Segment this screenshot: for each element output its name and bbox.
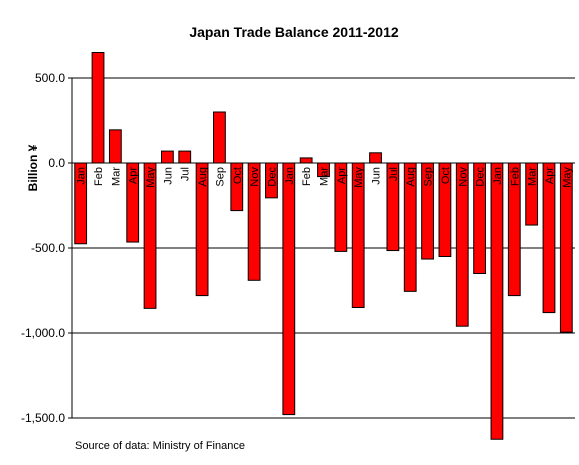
bar: [213, 111, 226, 164]
bar: [91, 52, 105, 164]
bar: [421, 162, 434, 260]
x-category-label: May: [561, 167, 573, 188]
bar: [178, 150, 192, 164]
bar: [126, 162, 140, 243]
x-category-label: Apr: [128, 167, 140, 184]
x-category-label: Oct: [232, 167, 244, 184]
x-category-label: Jul: [388, 167, 400, 181]
bar: [317, 162, 330, 178]
bar: [195, 162, 209, 297]
bar: [386, 162, 400, 252]
bar: [265, 162, 278, 199]
bar: [351, 162, 365, 308]
x-category-label: Jan: [492, 167, 504, 185]
x-category-label: Feb: [301, 167, 313, 186]
x-category-label: Mar: [319, 167, 331, 186]
bar: [299, 157, 313, 164]
bar: [334, 162, 348, 252]
bar: [559, 162, 573, 333]
y-tick-label: -500.0: [31, 241, 65, 255]
x-category-label: Jul: [180, 167, 192, 181]
bar: [525, 162, 539, 226]
bar: [438, 162, 452, 257]
x-category-label: Mar: [110, 167, 122, 186]
source-note: Source of data: Ministry of Finance: [75, 440, 245, 452]
x-category-label: Jun: [371, 167, 383, 185]
x-category-label: Dec: [475, 167, 487, 187]
x-category-label: Jun: [162, 167, 174, 185]
y-tick-label: -1,500.0: [21, 411, 65, 425]
x-category-label: Nov: [457, 167, 469, 187]
x-category-label: Feb: [509, 167, 521, 186]
bar: [282, 162, 296, 416]
bar: [108, 129, 122, 164]
y-axis-label: Billion ¥: [26, 144, 40, 191]
x-category-label: Oct: [440, 167, 452, 184]
x-category-label: Sep: [423, 167, 435, 187]
x-category-labels: Jan Feb Mar Apr May Jun Jul Aug Sep Oct Nov Dec Jan F…: [76, 167, 574, 188]
bar: [369, 152, 382, 164]
x-category-label: May: [353, 167, 365, 188]
bar: [160, 150, 174, 164]
y-tick-labels: 500.0 0.0 -500.0 -1,000.0 -1,500.0: [21, 71, 65, 425]
x-category-label: Jan: [76, 167, 88, 185]
bar: [490, 162, 504, 440]
bar: [542, 162, 556, 314]
x-category-label: Aug: [197, 167, 209, 187]
bar: [230, 162, 244, 212]
x-category-label: Sep: [214, 167, 226, 187]
x-category-label: Apr: [336, 167, 348, 184]
y-tick-label: 500.0: [35, 71, 65, 85]
x-category-label: Mar: [527, 167, 539, 186]
x-category-label: Jan: [284, 167, 296, 185]
bar: [74, 162, 88, 245]
chart-title: Japan Trade Balance 2011-2012: [189, 24, 399, 40]
x-category-label: Feb: [93, 167, 105, 186]
x-category-label: Apr: [544, 167, 556, 184]
x-category-label: Nov: [249, 167, 261, 187]
y-tick-label: 0.0: [48, 156, 65, 170]
bar: [247, 162, 261, 281]
y-tick-label: -1,000.0: [21, 326, 65, 340]
bar: [473, 162, 487, 274]
bar: [507, 162, 521, 297]
bar: [455, 162, 469, 327]
bar: [143, 162, 157, 309]
x-category-label: Dec: [266, 167, 278, 187]
x-category-label: Aug: [405, 167, 417, 187]
bar: [403, 162, 417, 292]
x-category-label: May: [145, 167, 157, 188]
bars: [74, 52, 573, 440]
